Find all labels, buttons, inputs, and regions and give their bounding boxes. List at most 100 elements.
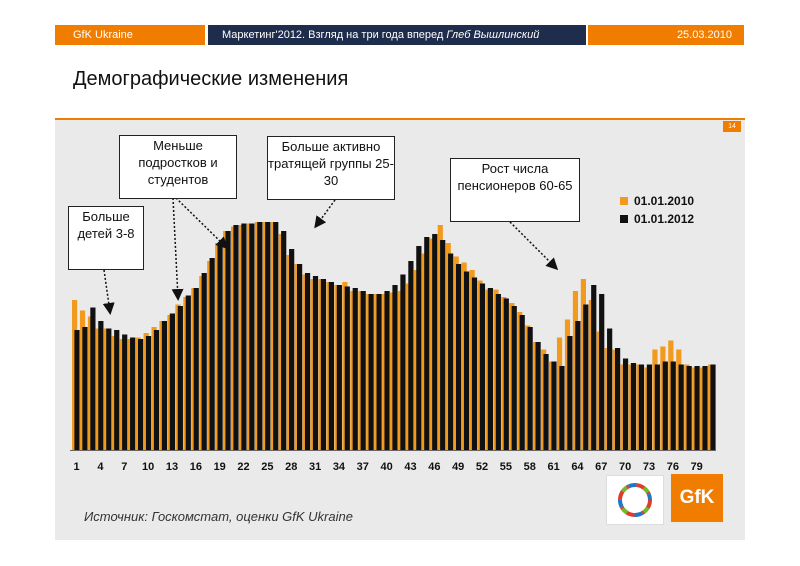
bar-2012-age-39 [376, 294, 382, 450]
callout-teens: Меньше подростков и студентов [119, 135, 237, 199]
x-tick-label: 49 [452, 461, 464, 473]
x-tick-label: 25 [261, 461, 273, 473]
bar-2012-age-79 [694, 366, 700, 450]
x-tick-label: 22 [237, 461, 249, 473]
legend: 01.01.2010 01.01.2012 [620, 192, 694, 228]
x-tick-label: 40 [381, 461, 393, 473]
bar-2012-age-32 [320, 279, 327, 450]
bar-2012-age-58 [527, 327, 533, 450]
x-tick-label: 13 [166, 461, 178, 473]
bar-2012-age-71 [630, 363, 637, 450]
callout-arrow-3 [175, 197, 229, 250]
legend-item-2010: 01.01.2010 [620, 192, 694, 210]
bar-2012-age-30 [304, 273, 311, 450]
bar-2012-age-75 [662, 361, 668, 450]
x-tick-label: 46 [428, 461, 440, 473]
header-title: Маркетинг'2012. Взгляд на три года впере… [208, 25, 586, 45]
bar-2012-age-64 [575, 321, 581, 450]
gfk-logo: GfK [671, 474, 723, 522]
bar-2012-age-78 [686, 366, 692, 450]
bar-2012-age-25 [265, 222, 271, 450]
bar-2012-age-70 [622, 358, 629, 450]
callout-arrow-5 [509, 221, 559, 271]
bar-2012-age-17 [201, 273, 207, 450]
bar-2012-age-60 [543, 354, 549, 450]
header-date: 25.03.2010 [588, 25, 744, 45]
bar-2012-age-46 [432, 234, 438, 450]
bar-2012-age-29 [297, 264, 303, 450]
page-title: Демографические изменения [73, 68, 349, 90]
bar-2012-age-43 [408, 261, 414, 450]
x-tick-label: 16 [190, 461, 202, 473]
x-tick-label: 70 [619, 461, 631, 473]
bar-2012-age-45 [424, 237, 430, 450]
bar-2012-age-12 [161, 321, 168, 450]
bar-2012-age-51 [471, 277, 478, 450]
bar-2012-age-14 [177, 306, 183, 450]
bar-2012-age-28 [289, 249, 295, 450]
x-tick-label: 79 [691, 461, 703, 473]
x-tick-label: 37 [357, 461, 369, 473]
x-tick-label: 61 [547, 461, 559, 473]
bar-2012-age-6 [114, 330, 120, 450]
chart-bars [70, 222, 716, 451]
bar-2012-age-73 [646, 364, 652, 450]
bar-2012-age-27 [281, 231, 287, 450]
bar-2012-age-9 [138, 339, 144, 450]
x-tick-label: 73 [643, 461, 655, 473]
callout-arrow-1 [102, 269, 115, 315]
bar-2012-age-3 [90, 307, 96, 450]
bar-2012-age-72 [638, 364, 645, 450]
x-tick-label: 58 [524, 461, 536, 473]
bar-2012-age-41 [392, 285, 398, 450]
x-tick-label: 52 [476, 461, 488, 473]
x-tick-label: 67 [595, 461, 607, 473]
callout-arrow-2 [171, 197, 184, 301]
bar-2012-age-54 [495, 294, 501, 450]
bar-2012-age-50 [463, 271, 470, 450]
bar-2012-age-33 [328, 282, 334, 450]
partner-logo-icon [618, 483, 652, 517]
header-left: GfK Ukraine [55, 25, 205, 45]
x-tick-label: 64 [571, 461, 584, 473]
bar-2012-age-24 [257, 222, 263, 450]
bar-2012-age-5 [106, 328, 112, 450]
bar-2012-age-16 [193, 288, 199, 450]
x-tick-label: 43 [404, 461, 416, 473]
callout-pensioners: Рост числа пенсионеров 60-65 [450, 158, 580, 222]
bar-2012-age-23 [249, 223, 255, 450]
x-tick-label: 7 [121, 461, 127, 473]
legend-swatch-2012 [620, 215, 628, 223]
x-axis-ticks: 1 4 7 10 13 16 19 22 25 28 31 34 37 40 43 46 49 52 55 58 61 6… [74, 461, 703, 473]
bar-2012-age-47 [440, 240, 446, 450]
legend-label-2010: 01.01.2010 [634, 194, 695, 208]
bar-2012-age-40 [384, 291, 390, 450]
bar-2012-age-63 [567, 336, 573, 450]
bar-2012-age-20 [225, 231, 231, 450]
bar-2012-age-81 [710, 364, 716, 450]
bar-2012-age-35 [344, 286, 350, 450]
bar-2012-age-31 [312, 276, 319, 450]
bar-2012-age-80 [702, 366, 708, 450]
x-tick-label: 31 [309, 461, 321, 473]
bar-2012-age-1 [74, 330, 80, 450]
bar-2012-age-13 [169, 313, 175, 450]
bar-2012-age-69 [615, 348, 621, 450]
bar-2012-age-38 [368, 294, 374, 450]
source-note: Источник: Госкомстат, оценки GfK Ukraine [84, 509, 353, 524]
bar-2012-age-21 [233, 225, 239, 450]
bar-2012-age-52 [479, 283, 486, 450]
x-tick-label: 1 [74, 461, 80, 473]
legend-item-2012: 01.01.2012 [620, 210, 694, 228]
bar-2012-age-22 [241, 223, 247, 450]
bar-2012-age-15 [185, 295, 191, 450]
bar-2012-age-65 [583, 304, 589, 450]
bar-2012-age-44 [416, 246, 422, 450]
bar-2012-age-68 [607, 328, 613, 450]
bar-2012-age-11 [153, 330, 160, 450]
bar-2012-age-34 [336, 285, 342, 450]
x-tick-label: 76 [667, 461, 679, 473]
bar-2012-age-67 [599, 294, 605, 450]
bar-2012-age-42 [400, 274, 406, 450]
